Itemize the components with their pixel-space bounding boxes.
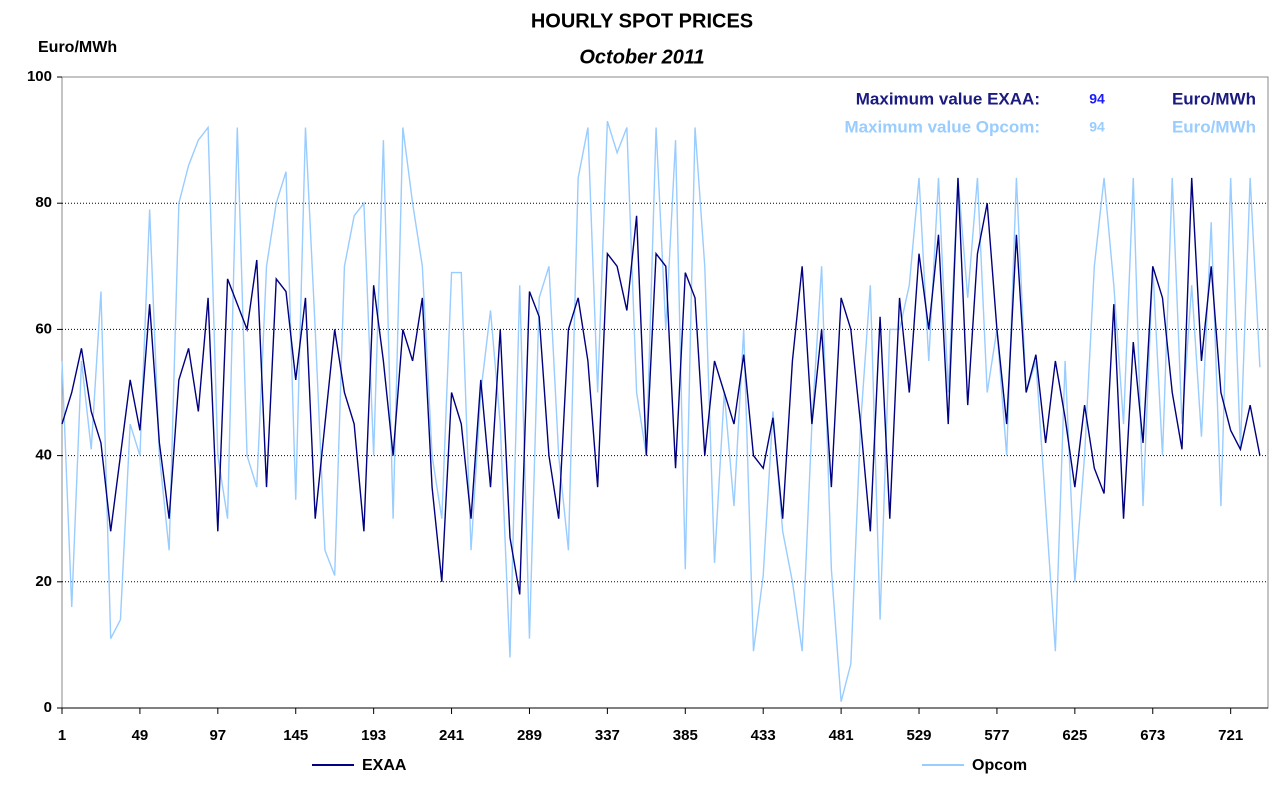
annotation-value: 94 (1089, 119, 1105, 135)
x-tick-label: 481 (829, 727, 854, 744)
annotation-label: Maximum value Opcom: (844, 117, 1040, 136)
x-tick-label: 529 (907, 727, 932, 744)
annotation-label: Maximum value EXAA: (856, 89, 1040, 108)
y-tick-label: 40 (35, 447, 52, 464)
x-tick-label: 673 (1140, 727, 1165, 744)
chart-title: HOURLY SPOT PRICES (531, 10, 753, 32)
x-tick-label: 385 (673, 727, 698, 744)
legend-label: EXAA (362, 757, 407, 774)
x-tick-label: 145 (283, 727, 308, 744)
y-tick-label: 60 (35, 320, 52, 337)
y-tick-label: 100 (27, 68, 52, 85)
x-tick-label: 97 (209, 727, 226, 744)
y-tick-label: 0 (44, 699, 52, 716)
x-tick-label: 625 (1062, 727, 1087, 744)
x-tick-label: 721 (1218, 727, 1243, 744)
series-line (61, 120, 1261, 702)
x-tick-label: 49 (132, 727, 149, 744)
y-axis-label: Euro/MWh (38, 39, 117, 56)
x-tick-label: 433 (751, 727, 776, 744)
x-tick-label: 1 (58, 727, 66, 744)
x-tick-label: 193 (361, 727, 386, 744)
annotation-unit: Euro/MWh (1172, 89, 1256, 108)
x-tick-label: 337 (595, 727, 620, 744)
y-tick-label: 80 (35, 194, 52, 211)
chart-subtitle: October 2011 (579, 46, 704, 68)
legend-label: Opcom (972, 757, 1027, 774)
x-tick-label: 241 (439, 727, 464, 744)
series-line (61, 177, 1261, 595)
annotation-value: 94 (1089, 91, 1105, 107)
plot-area (61, 76, 1269, 709)
y-tick-label: 20 (35, 573, 52, 590)
x-tick-label: 289 (517, 727, 542, 744)
annotation-unit: Euro/MWh (1172, 117, 1256, 136)
x-tick-label: 577 (984, 727, 1009, 744)
